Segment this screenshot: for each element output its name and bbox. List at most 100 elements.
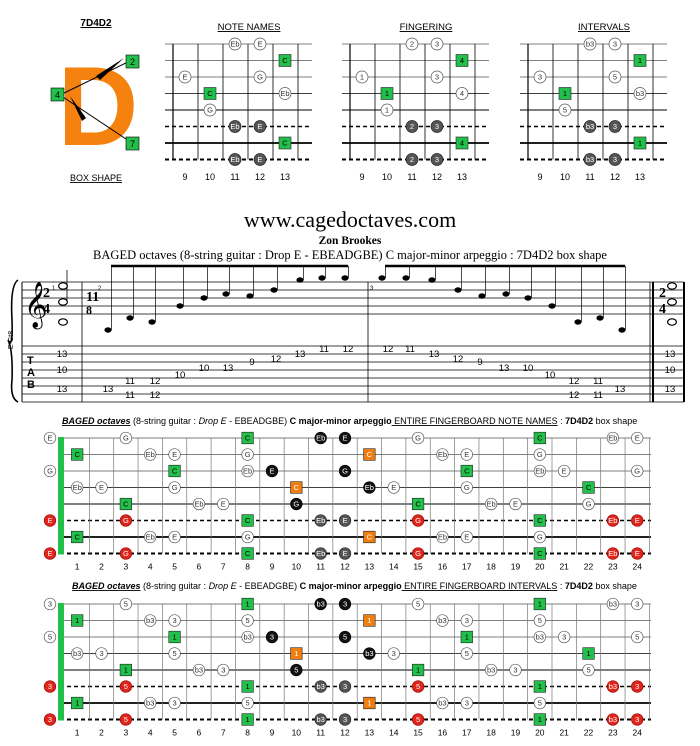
note-label: 1 (124, 666, 128, 675)
fret-number: 19 (511, 728, 521, 738)
tab-letter: A (27, 367, 35, 379)
title-part: box shape (593, 581, 637, 591)
tab-number: 13 (103, 384, 114, 395)
note-marker (631, 464, 644, 478)
nut (58, 603, 64, 721)
note-marker (411, 514, 425, 527)
note-label: b3 (317, 682, 325, 691)
notehead (57, 298, 68, 306)
tab-number: 13 (665, 349, 676, 360)
tab-number: 10 (199, 363, 210, 374)
note-label: 5 (563, 106, 567, 115)
note-marker (217, 663, 230, 677)
note-marker (582, 663, 595, 677)
note-marker (633, 54, 647, 67)
note-marker (405, 153, 419, 166)
note-label: C (537, 434, 543, 443)
note-marker (338, 547, 352, 560)
title-part: - EBEADGBE) (227, 416, 290, 426)
note-marker (460, 448, 473, 461)
note-marker (411, 663, 425, 677)
note-label: 1 (246, 600, 250, 609)
note-marker (533, 70, 547, 84)
note-marker (253, 120, 267, 133)
note-marker (253, 153, 267, 166)
note-label: C (586, 483, 592, 492)
note-label: Eb (194, 500, 203, 509)
note-marker (168, 630, 181, 644)
notehead (478, 293, 486, 299)
note-label: b3 (586, 122, 594, 131)
note-marker (290, 663, 303, 677)
note-label: 1 (538, 600, 542, 609)
note-marker (533, 547, 546, 560)
fret-number: 22 (584, 728, 594, 738)
note-marker (71, 614, 84, 627)
note-label: 3 (562, 633, 566, 642)
notehead (341, 275, 349, 281)
title-part: box shape (593, 416, 637, 426)
note-label: E (464, 533, 469, 542)
title-part: Drop E (199, 416, 228, 426)
note-label: 1 (385, 106, 389, 115)
note-label: E (99, 483, 104, 492)
note-label: Eb (608, 434, 617, 443)
note-label: 3 (613, 155, 617, 164)
notehead (318, 275, 326, 281)
tab-number: 13 (665, 384, 676, 395)
note-marker (631, 680, 644, 693)
note-label: 3 (465, 616, 469, 625)
tab-number: 9 (477, 357, 482, 368)
fretboard-intervals: BAGED octaves (8-string guitar : Drop E … (43, 581, 651, 738)
note-marker (631, 547, 644, 560)
note-marker (430, 153, 444, 166)
note-label: 3 (635, 600, 639, 609)
note-marker (338, 713, 352, 726)
note-label: 5 (613, 73, 617, 82)
tab-number: 11 (405, 344, 415, 355)
note-label: G (464, 483, 470, 492)
fret-number: 24 (632, 562, 642, 572)
note-marker (411, 597, 425, 611)
note-marker (631, 713, 644, 726)
note-label: G (123, 434, 129, 443)
fret-number: 13 (280, 172, 290, 182)
note-label: 2 (410, 40, 414, 49)
notehead (126, 315, 134, 321)
note-label: b3 (487, 666, 495, 675)
note-label: 5 (172, 649, 176, 658)
note-marker (460, 614, 473, 627)
note-marker (430, 37, 444, 51)
fret-number: 1 (75, 562, 80, 572)
tab-number: 13 (57, 349, 68, 360)
note-label: b3 (243, 633, 251, 642)
fret-number: 14 (389, 562, 399, 572)
shape-mark-4-label: 4 (55, 90, 60, 100)
tab-number: 13 (499, 363, 510, 374)
note-label: 3 (270, 633, 274, 642)
note-label: E (343, 434, 348, 443)
note-marker (533, 514, 546, 527)
note-marker (460, 481, 473, 494)
note-marker (314, 431, 327, 445)
note-label: C (294, 483, 300, 492)
note-marker (168, 696, 181, 710)
notehead (402, 275, 410, 281)
fret-number: 15 (413, 562, 423, 572)
box-shape-label: BOX SHAPE (70, 173, 122, 183)
tab-number: 12 (150, 390, 161, 401)
fret-number: 21 (559, 562, 569, 572)
note-marker (119, 680, 133, 693)
title-part: (8-string guitar : (131, 416, 199, 426)
fret-number: 20 (535, 728, 545, 738)
note-marker (253, 37, 267, 51)
fret-number: 10 (292, 562, 302, 572)
tab-number: 13 (57, 384, 68, 395)
fret-number: 4 (148, 562, 153, 572)
note-label: 1 (416, 666, 420, 675)
note-marker (436, 614, 449, 627)
note-marker (606, 597, 620, 611)
note-label: b3 (365, 649, 373, 658)
note-label: G (634, 467, 640, 476)
